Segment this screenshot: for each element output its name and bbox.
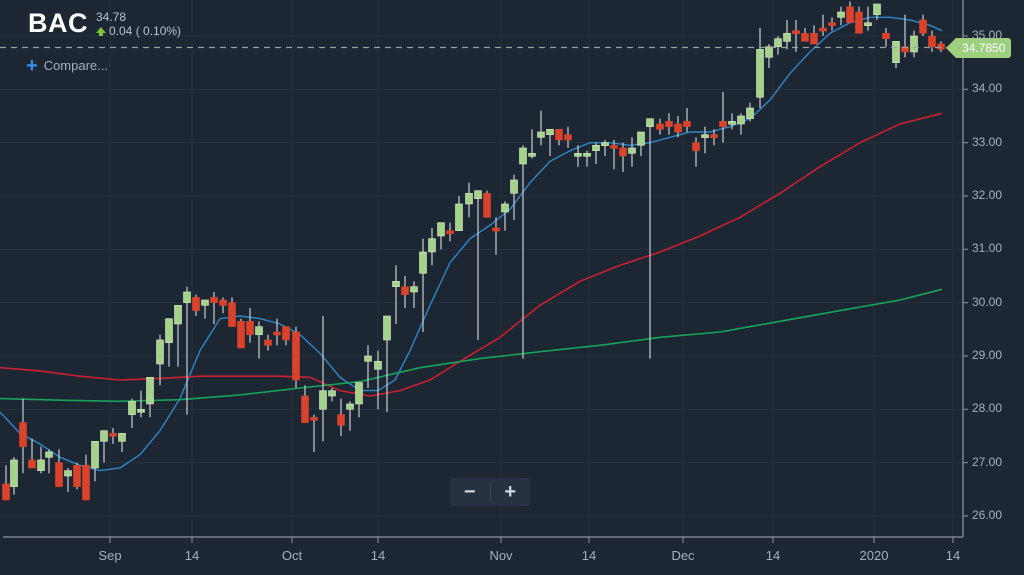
- moving-average-lines: [0, 16, 943, 472]
- quote-info: 34.78 0.04 ( 0.10%): [96, 10, 181, 38]
- zoom-out-button[interactable]: −: [463, 480, 476, 503]
- symbol-ticker: BAC: [28, 8, 88, 38]
- x-tick-label: 14: [945, 548, 961, 563]
- y-tick-label: 33.00: [972, 134, 1003, 149]
- y-tick-label: 31.00: [972, 241, 1003, 256]
- x-tick-label: 2020: [859, 548, 889, 563]
- compare-label: Compare...: [43, 58, 108, 73]
- x-tick-label: 14: [184, 548, 200, 563]
- y-tick-label: 30.00: [972, 294, 1003, 309]
- symbol-header: BAC 34.78 0.04 ( 0.10%): [28, 6, 181, 40]
- current-price-tag: 34.7850: [945, 38, 1012, 58]
- candlesticks: [2, 1, 945, 501]
- zoom-controls: − +: [450, 478, 530, 506]
- price-change-value: 0.04 ( 0.10%): [109, 24, 182, 38]
- x-tick-label: Dec: [671, 548, 695, 563]
- x-tick-label: 14: [370, 548, 386, 563]
- plus-icon: +: [26, 54, 38, 77]
- y-tick-label: 34.00: [972, 81, 1003, 96]
- y-tick-label: 29.00: [972, 347, 1003, 362]
- y-tick-label: 26.00: [972, 507, 1003, 522]
- y-tick-label: 28.00: [972, 401, 1003, 416]
- price-change: 0.04 ( 0.10%): [96, 24, 181, 38]
- up-arrow-icon: [96, 27, 106, 36]
- y-tick-label: 35.00: [972, 28, 1003, 42]
- chart-axes: [3, 0, 968, 543]
- compare-button[interactable]: + Compare...: [26, 54, 108, 77]
- last-price: 34.78: [96, 10, 127, 24]
- y-tick-label: 27.00: [972, 454, 1003, 469]
- x-tick-label: 14: [581, 548, 597, 563]
- zoom-divider: [489, 482, 491, 502]
- y-tick-label: 32.00: [972, 187, 1003, 202]
- chart-grid: [0, 0, 963, 537]
- zoom-in-button[interactable]: +: [504, 480, 517, 503]
- x-tick-label: Oct: [281, 548, 303, 563]
- x-tick-label: Sep: [98, 548, 122, 563]
- x-tick-label: 14: [765, 548, 781, 563]
- x-tick-label: Nov: [489, 548, 513, 563]
